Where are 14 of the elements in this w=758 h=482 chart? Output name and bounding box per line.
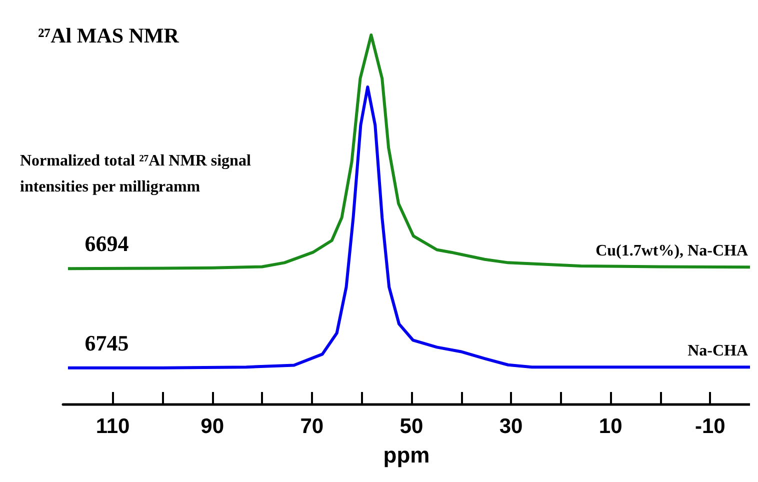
- x-tick-label: 70: [300, 415, 324, 438]
- chart-title: ²⁷Al MAS NMR: [38, 24, 180, 48]
- x-tick-label: 110: [96, 415, 130, 438]
- x-axis-title: ppm: [383, 442, 430, 468]
- annotation: 6694: [84, 231, 129, 256]
- x-tick-label: 10: [598, 415, 622, 438]
- x-tick-label: 90: [200, 415, 224, 438]
- series-label: Na-CHA: [688, 342, 748, 360]
- x-tick-label: 50: [400, 415, 424, 438]
- x-tick-label: 30: [499, 415, 523, 438]
- annotation: 6745: [84, 330, 129, 356]
- x-tick-label: -10: [694, 415, 726, 438]
- series-label: Cu(1.7wt%), Na-CHA: [596, 242, 748, 260]
- annotation: Normalized total ²⁷Al NMR signal intensities per milligramm: [20, 152, 255, 196]
